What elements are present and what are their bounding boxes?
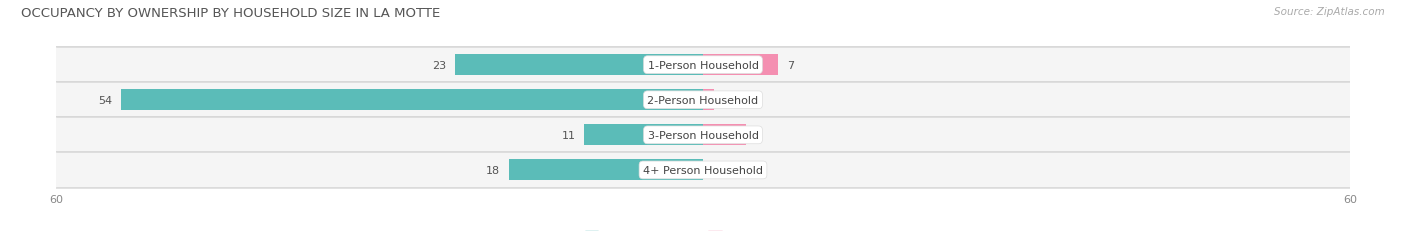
Text: 4+ Person Household: 4+ Person Household xyxy=(643,165,763,175)
FancyBboxPatch shape xyxy=(45,82,1361,119)
Legend: Owner-occupied, Renter-occupied: Owner-occupied, Renter-occupied xyxy=(581,226,825,231)
FancyBboxPatch shape xyxy=(45,152,1361,188)
Text: 11: 11 xyxy=(562,130,576,140)
Text: 2-Person Household: 2-Person Household xyxy=(647,95,759,105)
Text: 1-Person Household: 1-Person Household xyxy=(648,61,758,70)
Bar xyxy=(509,160,703,181)
Bar xyxy=(703,90,714,111)
Bar xyxy=(703,125,747,146)
Text: Source: ZipAtlas.com: Source: ZipAtlas.com xyxy=(1274,7,1385,17)
Text: 54: 54 xyxy=(98,95,112,105)
Text: 3-Person Household: 3-Person Household xyxy=(648,130,758,140)
Bar xyxy=(703,55,779,76)
Text: 23: 23 xyxy=(432,61,447,70)
FancyBboxPatch shape xyxy=(45,117,1361,153)
Text: 1: 1 xyxy=(723,95,730,105)
Bar xyxy=(456,55,703,76)
Text: 18: 18 xyxy=(486,165,501,175)
FancyBboxPatch shape xyxy=(45,47,1361,84)
Text: 0: 0 xyxy=(711,165,718,175)
Bar xyxy=(121,90,703,111)
Text: OCCUPANCY BY OWNERSHIP BY HOUSEHOLD SIZE IN LA MOTTE: OCCUPANCY BY OWNERSHIP BY HOUSEHOLD SIZE… xyxy=(21,7,440,20)
Text: 4: 4 xyxy=(755,130,762,140)
Bar xyxy=(585,125,703,146)
Text: 7: 7 xyxy=(787,61,794,70)
